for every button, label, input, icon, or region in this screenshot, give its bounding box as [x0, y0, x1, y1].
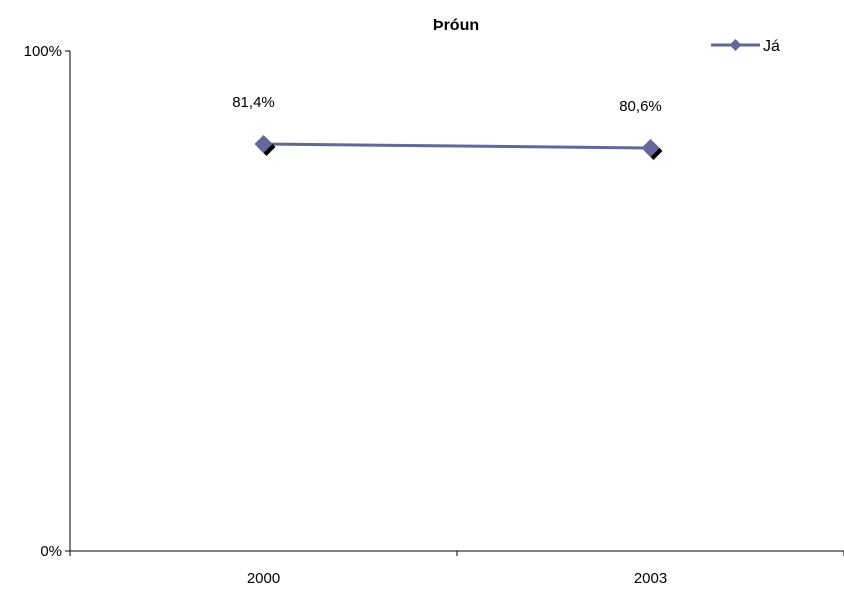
series-group: 81,4% 80,6%	[232, 94, 662, 160]
data-label: 81,4%	[232, 94, 275, 111]
legend-label: Já	[763, 38, 780, 55]
chart-title: Þróun	[433, 17, 479, 34]
x-tick-label: 2003	[634, 570, 667, 587]
x-tick-label: 2000	[247, 570, 280, 587]
tick-labels: 0% 100% 2000 2003	[24, 43, 668, 587]
y-tick-label: 100%	[24, 43, 62, 60]
legend: Já	[711, 38, 780, 55]
series-line	[264, 144, 651, 148]
data-label: 80,6%	[619, 98, 662, 115]
legend-marker	[730, 39, 742, 51]
axes	[65, 51, 844, 556]
y-tick-label: 0%	[40, 543, 62, 560]
